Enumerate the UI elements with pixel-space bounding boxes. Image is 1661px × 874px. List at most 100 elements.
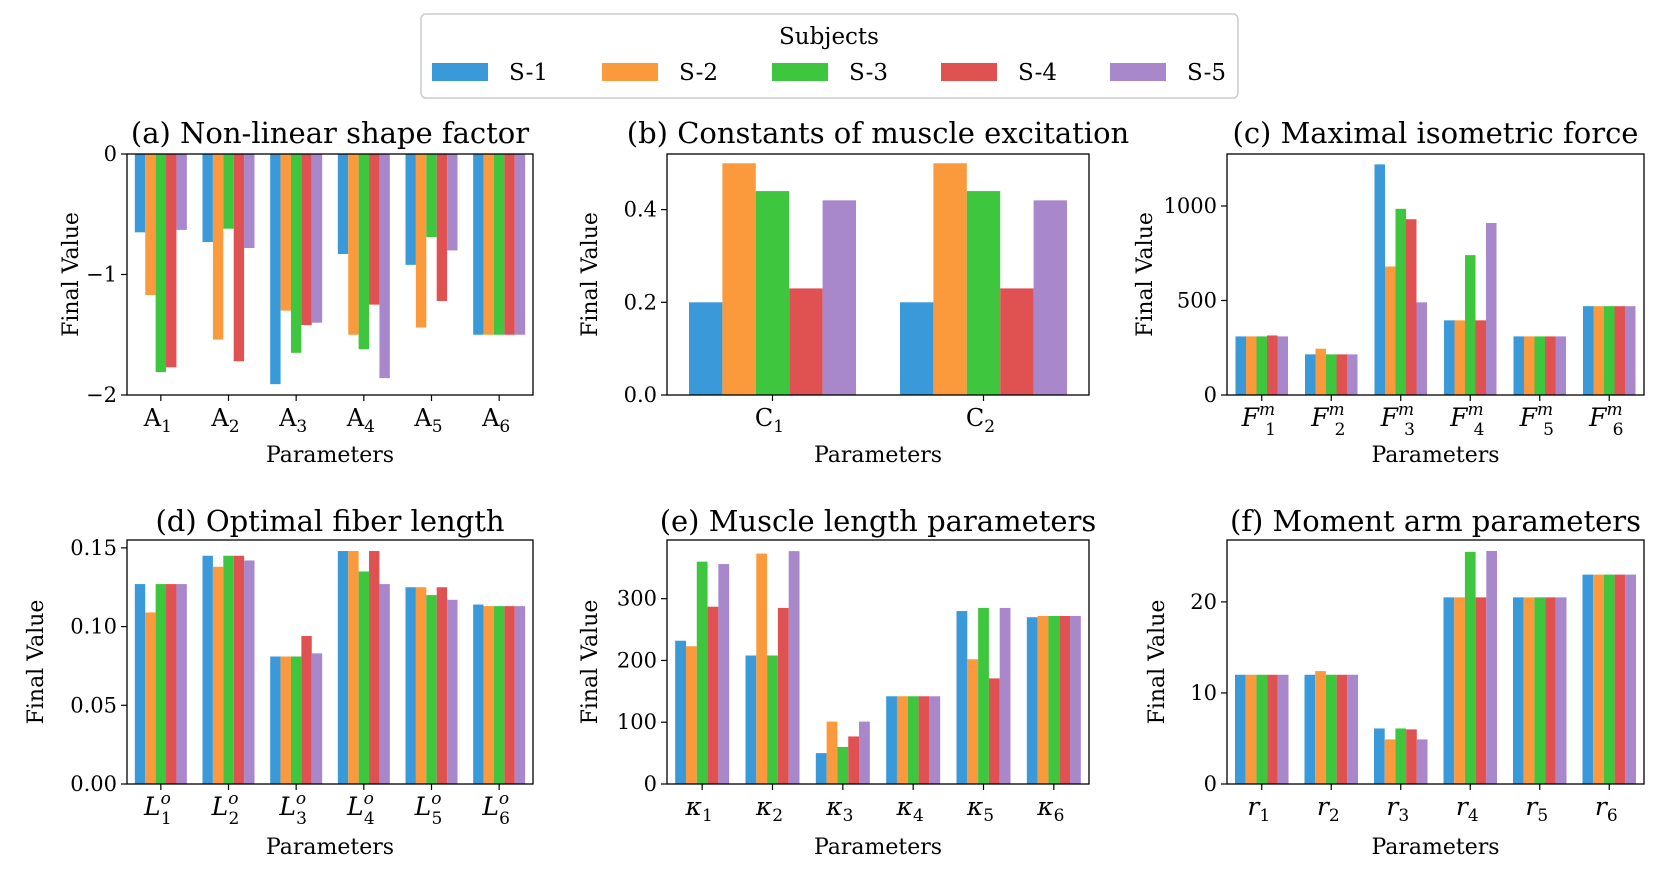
x-tick-label: Lo 1 [143, 789, 172, 829]
bar-s-4-cat-3 [1406, 219, 1417, 395]
x-axis-label: Parameters [814, 835, 942, 860]
legend-label-s-4: S-4 [1018, 60, 1057, 86]
bar-s-1-cat-5 [956, 611, 968, 784]
bar-s-3-cat-5 [426, 595, 437, 784]
bar-s-3-cat-1 [155, 154, 167, 373]
y-tick-label: −2 [86, 383, 117, 407]
x-tick-label: κ2 [755, 792, 783, 826]
bar-s-4-cat-1 [1267, 674, 1278, 784]
bar-s-1-cat-1 [134, 154, 146, 233]
bar-s-4-cat-3 [1406, 729, 1417, 784]
bar-s-2-cat-6 [1037, 615, 1049, 784]
bar-s-3-cat-2 [767, 655, 778, 784]
chart-panel-1: 0 −1 −2 A1 A2 A3 A4 A5 A6 (a) Non-linear shape fa… [59, 116, 534, 468]
bar-s-1-cat-5 [1513, 336, 1524, 395]
y-tick-label: 300 [617, 587, 657, 611]
x-tick-label: A6 [481, 404, 510, 437]
bar-s-2-cat-5 [1524, 336, 1535, 395]
chart-title: (e) Muscle length parameters [660, 504, 1097, 538]
bar-s-3-cat-5 [1534, 597, 1546, 784]
x-tick-label: A2 [210, 404, 239, 437]
x-tick-label: Lo 3 [278, 789, 307, 829]
x-tick-label: A3 [278, 404, 307, 437]
bar-s-2-cat-4 [348, 551, 359, 784]
bar-s-3-cat-6 [1603, 574, 1615, 784]
x-tick-label: Lo 2 [211, 789, 240, 829]
y-tick-label: 1000 [1164, 194, 1217, 218]
x-tick-label: κ5 [966, 792, 994, 826]
bar-s-3-cat-6 [493, 154, 505, 335]
bar-s-1-cat-3 [815, 753, 827, 784]
bar-s-5-cat-1 [1277, 336, 1288, 395]
y-tick-label: 0.00 [70, 772, 117, 796]
x-tick-label: C1 [755, 404, 784, 437]
bar-s-2-cat-6 [483, 154, 494, 335]
bar-s-2-cat-3 [1385, 266, 1396, 395]
x-tick-label: r3 [1386, 792, 1409, 826]
bar-s-1-cat-5 [405, 587, 416, 784]
bar-s-1-cat-2 [745, 655, 757, 784]
bar-s-4-cat-6 [1614, 574, 1626, 784]
bar-s-5-cat-4 [1486, 222, 1497, 395]
bar-s-5-cat-3 [859, 721, 870, 784]
legend-swatch-s-5 [1110, 63, 1166, 81]
bar-s-5-cat-5 [1555, 597, 1567, 784]
bar-s-5-cat-4 [379, 584, 390, 784]
bar-s-1-cat-6 [1582, 574, 1594, 784]
bar-s-1-cat-2 [202, 154, 213, 242]
bar-s-4-cat-5 [436, 154, 448, 302]
x-axis-label: Parameters [1371, 443, 1499, 468]
x-tick-label: Lo 4 [346, 789, 375, 829]
bar-s-5-cat-1 [176, 154, 187, 230]
bar-s-3-cat-2 [223, 154, 234, 229]
x-tick-label: r5 [1525, 792, 1548, 826]
bar-s-4-cat-2 [1336, 674, 1348, 784]
bar-s-3-cat-2 [966, 191, 1001, 395]
bar-s-1-cat-1 [675, 640, 686, 784]
bar-s-5-cat-6 [1070, 615, 1081, 784]
bar-s-5-cat-5 [1555, 336, 1566, 395]
bar-s-2-cat-1 [1245, 674, 1257, 784]
y-tick-label: 20 [1190, 590, 1217, 614]
bar-s-1-cat-5 [1513, 597, 1524, 784]
bar-s-2-cat-2 [1315, 348, 1326, 395]
x-tick-label: κ4 [896, 792, 924, 826]
bar-s-2-cat-3 [280, 656, 291, 784]
bar-s-4-cat-3 [848, 736, 860, 784]
x-tick-label: Fm 5 [1519, 400, 1554, 440]
bar-s-1-cat-6 [1026, 617, 1038, 784]
bar-s-5-cat-3 [311, 653, 323, 784]
bar-s-4-cat-4 [918, 696, 930, 784]
y-tick-label: 0.4 [624, 198, 657, 222]
bar-s-3-cat-4 [1465, 255, 1476, 395]
x-tick-label: Fm 2 [1310, 400, 1345, 440]
x-tick-label: r1 [1247, 792, 1270, 826]
y-tick-label: 0.10 [70, 615, 117, 639]
x-axis-label: Parameters [814, 443, 942, 468]
bar-s-3-cat-2 [1326, 354, 1337, 395]
bar-s-4-cat-4 [1475, 320, 1486, 395]
y-tick-label: 0.0 [624, 383, 657, 407]
bar-s-2-cat-2 [1315, 671, 1326, 784]
bar-s-3-cat-2 [1325, 674, 1337, 784]
bar-s-5-cat-6 [514, 606, 526, 784]
bar-s-5-cat-1 [176, 584, 187, 784]
x-axis-label: Parameters [266, 835, 394, 860]
bar-s-1-cat-2 [202, 555, 213, 784]
y-tick-label: 500 [1177, 288, 1217, 312]
bar-s-1-cat-3 [270, 154, 281, 385]
bar-s-3-cat-5 [1534, 336, 1545, 395]
legend: Subjects S-1 S-2 S-3 S-4 S-5 [420, 13, 1239, 99]
x-tick-label: Fm 4 [1449, 400, 1484, 440]
bar-s-1-cat-2 [900, 302, 934, 395]
x-tick-label: r4 [1456, 792, 1479, 826]
x-tick-label: A4 [346, 404, 375, 437]
bar-s-3-cat-3 [290, 656, 302, 784]
bar-s-1-cat-1 [134, 584, 146, 784]
bar-s-3-cat-3 [1395, 728, 1407, 784]
bar-s-2-cat-4 [896, 696, 908, 784]
axes-frame [126, 153, 534, 396]
bar-s-4-cat-6 [504, 606, 515, 784]
bar-s-3-cat-5 [978, 607, 989, 784]
